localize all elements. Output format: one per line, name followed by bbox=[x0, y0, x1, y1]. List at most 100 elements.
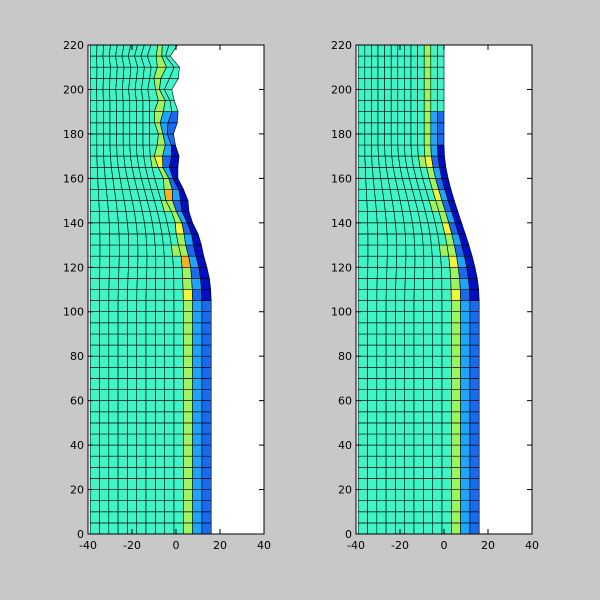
mesh-cell bbox=[97, 178, 107, 190]
mesh-cell bbox=[430, 78, 438, 90]
mesh-cell bbox=[99, 333, 110, 346]
mesh-cell bbox=[192, 378, 203, 390]
mesh-cell bbox=[395, 455, 406, 468]
mesh-cell bbox=[136, 300, 147, 313]
mesh-cell bbox=[127, 378, 137, 390]
mesh-cell bbox=[181, 266, 192, 279]
mesh-cell bbox=[460, 455, 471, 468]
mesh-cell bbox=[201, 455, 212, 468]
mesh-cell bbox=[128, 244, 139, 257]
mesh-cell bbox=[89, 255, 101, 268]
mesh-cell bbox=[432, 389, 443, 401]
mesh-cell bbox=[102, 78, 111, 90]
mesh-cell bbox=[404, 78, 412, 90]
mesh-cell bbox=[413, 466, 424, 479]
mesh-cell bbox=[395, 444, 406, 457]
mesh-cell bbox=[163, 244, 173, 257]
mesh-cell bbox=[386, 255, 398, 268]
mesh-cell bbox=[136, 489, 147, 502]
mesh-cell bbox=[441, 433, 452, 446]
mesh-cell bbox=[450, 278, 461, 290]
mesh-cell bbox=[450, 333, 461, 346]
mesh-cell bbox=[142, 100, 150, 112]
mesh-cell bbox=[395, 422, 406, 435]
mesh-cell bbox=[357, 500, 368, 513]
mesh-cell bbox=[413, 411, 424, 424]
mesh-cell bbox=[371, 155, 380, 168]
mesh-cell bbox=[108, 433, 119, 446]
mesh-cell bbox=[89, 111, 98, 124]
mesh-cell bbox=[99, 300, 110, 313]
mesh-cell bbox=[432, 289, 443, 301]
mesh-cell bbox=[173, 344, 184, 357]
mesh-cell bbox=[183, 344, 193, 357]
mesh-cell bbox=[432, 500, 443, 513]
mesh-cell bbox=[183, 366, 193, 379]
mesh-cell bbox=[423, 78, 432, 90]
mesh-cell bbox=[460, 344, 471, 357]
mesh-cell bbox=[145, 478, 156, 490]
mesh-cell bbox=[385, 289, 396, 301]
mesh-cell bbox=[404, 455, 415, 468]
mesh-cell bbox=[103, 133, 111, 146]
mesh-cell bbox=[122, 122, 131, 135]
mesh-cell bbox=[108, 478, 119, 490]
mesh-cell bbox=[357, 78, 366, 90]
mesh-cell bbox=[390, 122, 399, 135]
mesh-cell bbox=[367, 244, 379, 257]
mesh-cell bbox=[404, 278, 415, 290]
mesh-cell bbox=[414, 255, 425, 268]
mesh-cell bbox=[116, 111, 124, 124]
mesh-cell bbox=[99, 466, 110, 479]
mesh-cell bbox=[173, 389, 184, 401]
mesh-cell bbox=[164, 400, 175, 413]
mesh-cell bbox=[450, 400, 461, 413]
mesh-cell bbox=[390, 100, 399, 112]
mesh-cell bbox=[384, 111, 392, 124]
mesh-cell bbox=[145, 378, 156, 390]
mesh-cell bbox=[183, 422, 193, 435]
mesh-cell bbox=[129, 100, 137, 112]
mesh-cell bbox=[432, 411, 443, 424]
mesh-cell bbox=[376, 522, 387, 535]
y-tick-label: 140 bbox=[63, 217, 84, 230]
mesh-cell bbox=[413, 444, 424, 457]
mesh-cell bbox=[89, 244, 101, 257]
mesh-cell bbox=[385, 411, 396, 424]
mesh-cell bbox=[357, 122, 366, 135]
mesh-cell bbox=[192, 344, 203, 357]
mesh-cell bbox=[164, 322, 175, 335]
mesh-cell bbox=[404, 444, 415, 457]
mesh-cell bbox=[357, 55, 366, 68]
mesh-cell bbox=[127, 433, 137, 446]
mesh-cell bbox=[395, 500, 406, 513]
mesh-cell bbox=[173, 300, 184, 313]
mesh-cell bbox=[417, 133, 425, 146]
mesh-cell bbox=[377, 89, 385, 101]
mesh-cell bbox=[404, 500, 415, 513]
mesh-cell bbox=[127, 411, 137, 424]
mesh-cell bbox=[395, 389, 406, 401]
left-x-ticks: -40 -20 0 20 40 bbox=[79, 45, 271, 552]
mesh-cell bbox=[376, 222, 388, 235]
mesh-cell bbox=[384, 89, 392, 101]
mesh-cell bbox=[137, 255, 148, 268]
mesh-cell bbox=[357, 133, 366, 146]
mesh-cell bbox=[357, 111, 366, 124]
mesh-cell bbox=[127, 355, 137, 368]
mesh-cell bbox=[357, 344, 368, 357]
mesh-cell bbox=[109, 100, 117, 112]
mesh-cell bbox=[89, 522, 100, 535]
mesh-cell bbox=[357, 155, 366, 168]
mesh-cell bbox=[127, 222, 138, 235]
mesh-cell bbox=[395, 511, 406, 524]
mesh-cell bbox=[357, 400, 368, 413]
mesh-cell bbox=[395, 278, 406, 290]
mesh-cell bbox=[423, 100, 432, 112]
mesh-cell bbox=[441, 511, 452, 524]
mesh-cell bbox=[173, 411, 184, 424]
mesh-cell bbox=[413, 289, 424, 301]
y-tick-label: 20 bbox=[338, 484, 352, 497]
mesh-cell bbox=[395, 355, 406, 368]
mesh-cell bbox=[192, 355, 203, 368]
